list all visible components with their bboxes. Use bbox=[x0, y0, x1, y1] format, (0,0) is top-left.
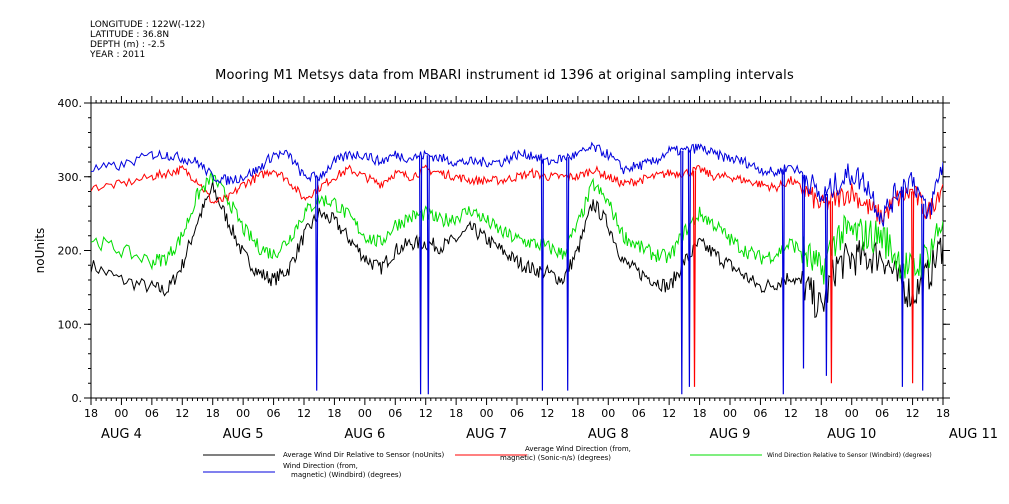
series-spike bbox=[687, 149, 692, 387]
x-tick-label: 00 bbox=[845, 407, 859, 420]
series-spike bbox=[540, 159, 545, 391]
x-tick-label: 00 bbox=[114, 407, 128, 420]
x-day-label: AUG 4 bbox=[101, 427, 142, 442]
x-tick-label: 00 bbox=[236, 407, 250, 420]
x-tick-label: 12 bbox=[175, 407, 189, 420]
x-tick-label: 06 bbox=[632, 407, 646, 420]
series-spike bbox=[829, 201, 834, 384]
x-tick-label: 06 bbox=[510, 407, 524, 420]
x-tick-label: 18 bbox=[571, 407, 585, 420]
x-tick-label: 12 bbox=[297, 407, 311, 420]
x-tick-label: 12 bbox=[906, 407, 920, 420]
x-tick-label: 06 bbox=[388, 407, 402, 420]
x-tick-label: 18 bbox=[814, 407, 828, 420]
x-tick-label: 18 bbox=[936, 407, 950, 420]
series-spike bbox=[921, 203, 925, 391]
plot-frame bbox=[90, 102, 944, 399]
x-tick-label: 06 bbox=[145, 407, 159, 420]
series-spike bbox=[910, 191, 915, 384]
x-tick-label: 12 bbox=[540, 407, 554, 420]
x-tick-label: 18 bbox=[206, 407, 220, 420]
y-tick-label: 400. bbox=[58, 97, 83, 110]
x-tick-label: 12 bbox=[662, 407, 676, 420]
series-spike bbox=[315, 176, 319, 391]
y-axis-label: noUnits bbox=[33, 228, 47, 274]
x-tick-label: 06 bbox=[753, 407, 767, 420]
series-line-1 bbox=[91, 181, 943, 319]
y-tick-label: 100. bbox=[58, 318, 83, 331]
x-tick-label: 18 bbox=[693, 407, 707, 420]
y-tick-label: 200. bbox=[58, 245, 83, 258]
meta-longitude: LONGITUDE : 122W(-122) bbox=[90, 20, 206, 30]
meta-latitude: LATITUDE : 36.8N bbox=[90, 30, 170, 40]
series-spike bbox=[680, 150, 684, 395]
legend-label: Average Wind Direction (from, magnetic) (… bbox=[500, 445, 631, 462]
x-tick-label: 06 bbox=[267, 407, 281, 420]
x-day-label: AUG 7 bbox=[466, 427, 507, 442]
series-line-3 bbox=[91, 171, 943, 285]
series-spike bbox=[419, 155, 423, 395]
x-day-label: AUG 8 bbox=[588, 427, 629, 442]
series-line-4 bbox=[91, 141, 943, 227]
x-day-label: AUG 10 bbox=[827, 427, 876, 442]
chart-title: Mooring M1 Metsys data from MBARI instru… bbox=[215, 68, 794, 83]
series-spike bbox=[801, 174, 806, 369]
x-day-label: AUG 11 bbox=[949, 427, 998, 442]
y-tick-label: 0. bbox=[72, 392, 83, 405]
y-tick-label: 300. bbox=[58, 171, 83, 184]
x-day-label: AUG 5 bbox=[223, 427, 264, 442]
series-spike bbox=[824, 193, 829, 376]
x-day-label: AUG 6 bbox=[344, 427, 385, 442]
legend-label: Wind Direction Relative to Sensor (Windb… bbox=[767, 452, 932, 459]
series-spike bbox=[566, 157, 570, 391]
x-day-label: AUG 9 bbox=[710, 427, 751, 442]
series-spike bbox=[900, 186, 905, 387]
x-tick-label: 00 bbox=[480, 407, 494, 420]
x-tick-label: 12 bbox=[784, 407, 798, 420]
series-group bbox=[91, 141, 943, 395]
x-tick-label: 00 bbox=[723, 407, 737, 420]
legend-label: Average Wind Dir Relative to Sensor (noU… bbox=[283, 451, 444, 459]
meta-year: YEAR : 2011 bbox=[90, 50, 146, 60]
legend-label: Wind Direction (from, magnetic) (Windbird… bbox=[283, 462, 402, 479]
x-tick-label: 00 bbox=[358, 407, 372, 420]
series-line-2 bbox=[91, 164, 943, 225]
series-spike bbox=[781, 169, 785, 395]
meta-depth: DEPTH (m) : -2.5 bbox=[90, 40, 166, 50]
series-spike bbox=[426, 155, 430, 395]
x-tick-label: 00 bbox=[601, 407, 615, 420]
x-tick-label: 18 bbox=[449, 407, 463, 420]
x-tick-label: 18 bbox=[84, 407, 98, 420]
x-tick-label: 06 bbox=[875, 407, 889, 420]
series-spike bbox=[692, 170, 697, 387]
metadata-block: LONGITUDE : 122W(-122) LATITUDE : 36.8N … bbox=[90, 20, 205, 60]
x-tick-label: 18 bbox=[327, 407, 341, 420]
x-tick-label: 12 bbox=[419, 407, 433, 420]
